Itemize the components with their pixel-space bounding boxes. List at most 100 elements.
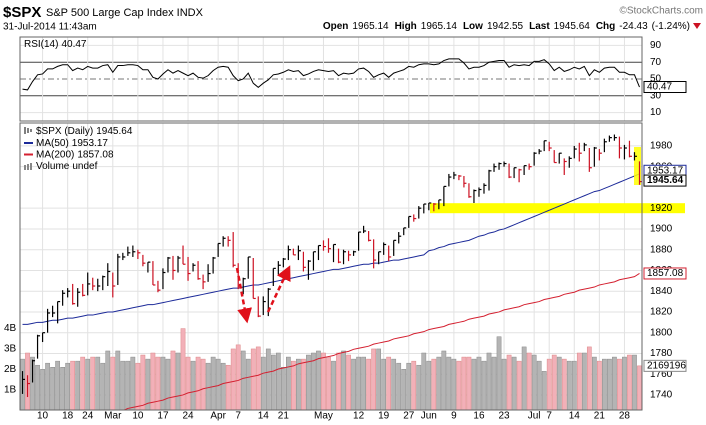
volume-bar <box>235 344 241 410</box>
volume-bar <box>306 354 311 410</box>
volume-bar <box>551 354 557 410</box>
volume-bar <box>75 360 81 410</box>
rsi-legend: RSI(14) 40.47 <box>24 39 87 50</box>
value-badge-text: 1857.08 <box>647 268 684 279</box>
volume-bar <box>481 360 487 410</box>
volume-bar <box>607 358 612 410</box>
datetime: 31-Jul-2014 11:43am <box>3 22 97 33</box>
volume-bar <box>506 354 512 410</box>
volume-bar <box>461 356 467 410</box>
x-tick-label: 23 <box>498 411 510 422</box>
value-badge <box>643 359 687 372</box>
volume-bar <box>581 352 587 410</box>
volume-bar <box>110 356 116 410</box>
volume-bar <box>431 358 437 410</box>
volume-bar <box>200 358 206 410</box>
volume-bar <box>165 358 171 410</box>
volume-bar <box>296 358 301 410</box>
volume-bar <box>602 358 607 410</box>
volume-tick-label: 1B <box>4 384 17 395</box>
volume-bar <box>95 356 101 410</box>
volume-bar <box>576 352 582 410</box>
volume-bar <box>486 352 492 410</box>
volume-bar <box>401 369 407 410</box>
volume-bar <box>546 358 552 410</box>
volume-tick-label: 3B <box>4 344 17 355</box>
volume-bar <box>280 367 286 410</box>
y-tick-label: 1740 <box>650 390 673 401</box>
legend-entry: Volume undef <box>36 161 98 172</box>
legend-icon <box>24 165 26 170</box>
volume-bar <box>70 360 76 410</box>
legend-text: $SPX (Daily) <box>36 126 93 137</box>
x-tick-label: 19 <box>378 411 390 422</box>
volume-bar <box>170 350 176 410</box>
volume-bar <box>421 352 427 410</box>
x-tick-label: 10 <box>132 411 144 422</box>
rsi-tick-label: 70 <box>650 57 662 68</box>
volume-bar <box>597 360 602 410</box>
volume-bar <box>85 358 91 410</box>
volume-bar <box>120 360 126 410</box>
volume-bar <box>125 360 131 410</box>
volume-bar <box>321 352 326 410</box>
legend-text: undef <box>72 161 97 172</box>
volume-bar <box>245 358 251 410</box>
y-tick-label: 1820 <box>650 307 673 318</box>
x-tick-label: Jul <box>528 411 541 422</box>
legend-icon <box>27 164 29 170</box>
quote-value: 1965.14 <box>352 21 389 32</box>
volume-bar <box>326 356 331 410</box>
volume-bar <box>160 356 166 410</box>
rsi-plot <box>22 58 640 91</box>
volume-bar <box>331 360 336 410</box>
legend-entry: MA(50) 1953.17 <box>36 138 108 149</box>
volume-bar <box>591 356 597 410</box>
volume-bar <box>476 356 482 410</box>
volume-bar <box>100 362 106 410</box>
volume-bar <box>356 356 361 410</box>
volume-bar <box>381 358 387 410</box>
volume-bar <box>45 362 50 410</box>
volume-bar <box>230 348 236 410</box>
volume-bar <box>260 356 266 410</box>
y-tick-label: 1900 <box>650 224 673 235</box>
quote-label: Open <box>323 21 349 32</box>
volume-bar <box>155 356 161 410</box>
volume-bar <box>516 360 522 410</box>
x-tick-label: 10 <box>37 411 49 422</box>
volume-bar <box>291 360 296 410</box>
volume-bar <box>416 364 422 410</box>
volume-bar <box>220 362 226 410</box>
price-grid <box>20 123 685 410</box>
legend-text: RSI(14) <box>24 39 58 50</box>
legend-text: MA(50) <box>36 138 69 149</box>
source: ©StockCharts.com <box>619 6 703 17</box>
volume-bar <box>436 356 442 410</box>
y-tick-label: 1780 <box>650 348 673 359</box>
volume-bar <box>130 356 136 410</box>
x-tick-label: Apr <box>210 411 226 422</box>
volume-bar <box>361 356 366 410</box>
legend-text: 1857.08 <box>77 149 114 160</box>
volume-bar <box>561 358 567 410</box>
volume-bar <box>250 348 256 410</box>
volume-bar <box>627 354 632 410</box>
annotation-arrow-down <box>235 267 252 324</box>
y-tick-label: 1880 <box>650 244 673 255</box>
price-overlay <box>21 134 642 398</box>
price-frame <box>19 122 643 411</box>
volume-bar <box>426 360 432 410</box>
volume-bar <box>336 352 341 410</box>
volume-bar <box>50 367 55 410</box>
x-tick-label: 24 <box>182 411 194 422</box>
volume-bar <box>501 358 507 410</box>
volume-bar <box>205 362 211 410</box>
volume-bar <box>341 350 346 410</box>
x-tick-label: 14 <box>569 411 581 422</box>
volume-bar <box>531 354 537 410</box>
volume-bar <box>180 328 186 410</box>
